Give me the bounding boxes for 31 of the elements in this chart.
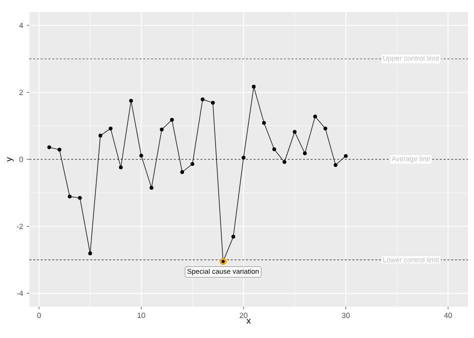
- point: [190, 162, 194, 166]
- point: [334, 163, 338, 167]
- point: [160, 128, 164, 132]
- point: [302, 151, 307, 156]
- point: [252, 84, 256, 89]
- point: [282, 160, 286, 164]
- x-axis-title: x: [246, 318, 251, 324]
- point: [170, 118, 174, 122]
- point: [98, 134, 102, 138]
- point: [58, 148, 62, 152]
- point: [231, 234, 236, 239]
- point: [180, 170, 184, 174]
- point: [108, 126, 112, 130]
- point: [313, 114, 318, 118]
- point: [129, 98, 133, 103]
- point: [242, 156, 246, 160]
- point: [150, 186, 154, 190]
- y-axis-title: y: [7, 157, 14, 162]
- point: [323, 126, 328, 130]
- point: [210, 100, 215, 105]
- point: [88, 252, 92, 256]
- point: [139, 154, 144, 158]
- point: [47, 145, 52, 150]
- point: [68, 194, 72, 198]
- point: [78, 196, 82, 200]
- point: [200, 98, 205, 102]
- point: [262, 120, 266, 125]
- point: [118, 165, 123, 170]
- point: [292, 130, 297, 134]
- point: [344, 154, 348, 158]
- point: [272, 147, 276, 152]
